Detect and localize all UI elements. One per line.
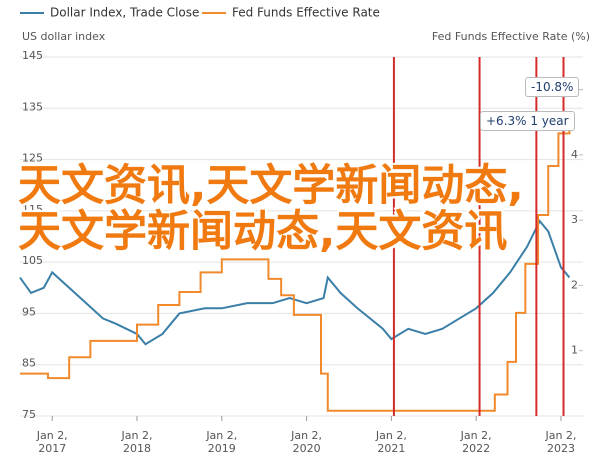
y-tick-label: 85 (22, 357, 36, 370)
series-line (20, 117, 571, 412)
y2-tick-label: 4 (571, 148, 578, 161)
series-line (19, 219, 571, 346)
y-axis-label: US dollar index (22, 30, 106, 43)
y-tick-label: 125 (22, 152, 43, 165)
y-tick-label: 145 (22, 49, 43, 62)
annotation: +6.3% 1 year (480, 111, 575, 131)
annotation: -10.8% (525, 77, 580, 97)
y2-tick-label: 2 (571, 278, 578, 291)
y-tick-label: 75 (22, 408, 36, 421)
x-tick-label: Jan 2, 2023 (545, 429, 577, 455)
y-tick-label: 115 (22, 203, 43, 216)
y2-tick-label: 1 (571, 344, 578, 357)
y-tick-label: 95 (22, 305, 36, 318)
y-tick-label: 105 (22, 254, 43, 267)
y2-tick-label: 3 (571, 213, 578, 226)
x-tick-label: Jan 2, 2021 (375, 429, 407, 455)
x-tick-label: Jan 2, 2017 (36, 429, 68, 455)
overlay-text: 天文资讯,天文学新闻动态,天文学新闻动态,天文资讯 (18, 161, 524, 257)
x-tick-label: Jan 2, 2022 (460, 429, 492, 455)
x-tick-label: Jan 2, 2018 (121, 429, 153, 455)
y-tick-label: 135 (22, 100, 43, 113)
x-tick-label: Jan 2, 2020 (291, 429, 323, 455)
legend-label: Fed Funds Effective Rate (232, 6, 380, 20)
y2-axis-label: Fed Funds Effective Rate (%) (432, 30, 590, 43)
legend-label: Dollar Index, Trade Close (50, 6, 199, 20)
x-tick-label: Jan 2, 2019 (206, 429, 238, 455)
